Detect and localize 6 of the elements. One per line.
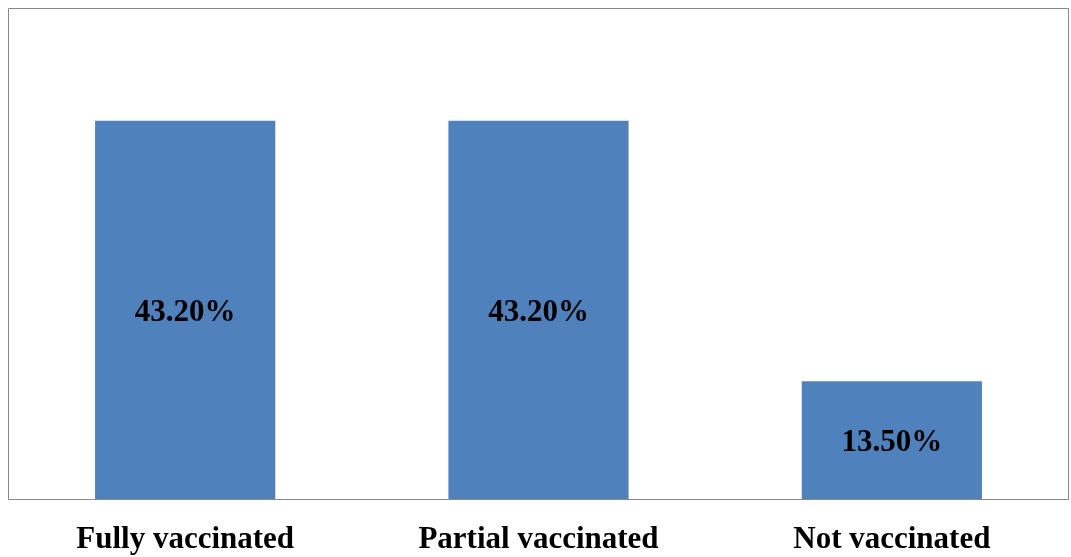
x-tick-label: Fully vaccinated bbox=[76, 519, 295, 555]
x-tick-label: Partial vaccinated bbox=[418, 519, 659, 555]
data-label: 43.20% bbox=[134, 292, 236, 328]
x-tick-label: Not vaccinated bbox=[793, 519, 991, 555]
data-label: 43.20% bbox=[488, 292, 589, 328]
data-label: 13.50% bbox=[841, 422, 943, 458]
